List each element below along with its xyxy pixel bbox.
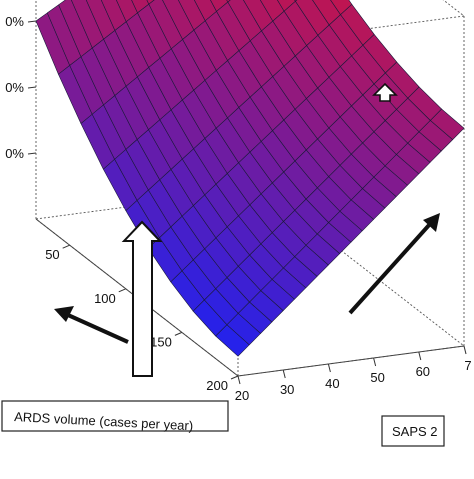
surface-cell — [330, 0, 353, 16]
surface-cell — [58, 0, 93, 58]
y-tick-label-4: 60 — [416, 364, 430, 379]
arrow-low-volume-head — [54, 306, 74, 322]
z-tick-mark-0 — [27, 152, 37, 155]
surface-cell — [148, 0, 183, 50]
x-tick-mark-1 — [118, 288, 126, 293]
x-tick-label-2: 150 — [150, 334, 172, 349]
x-axis-ticks: 50 100 150 200 — [45, 244, 239, 393]
y-axis-title: SAPS 2 — [392, 424, 438, 439]
surface-cell — [259, 0, 285, 22]
z-tick-mark-2 — [27, 20, 37, 23]
z-tick-label-0: 0% — [5, 146, 24, 161]
surface-cell — [294, 0, 298, 2]
surface-cell — [85, 0, 116, 40]
surface-cell — [100, 0, 127, 31]
surface-cell — [312, 0, 341, 26]
y-tick-mark-5 — [463, 345, 467, 355]
y-tick-label-0: 20 — [235, 388, 249, 403]
surface-cell — [226, 0, 231, 3]
x-tick-mark-3 — [230, 375, 239, 380]
surface-cell — [131, 0, 150, 14]
y-tick-label-2: 40 — [325, 376, 339, 391]
hollow-arrow-up-right — [372, 82, 398, 102]
surface-cell — [210, 0, 229, 12]
x-tick-label-3: 200 — [206, 378, 228, 393]
y-tick-mark-0 — [237, 375, 241, 385]
surface-cell — [71, 0, 104, 49]
surface-cell — [194, 0, 217, 22]
z-tick-label-1: 0% — [5, 80, 24, 95]
box-bottom-edge-2 — [261, 188, 465, 347]
arrow-low-volume-shaft — [67, 313, 129, 344]
surface-cell — [146, 0, 155, 5]
surface — [35, 0, 465, 357]
arrow-high-saps-head — [423, 213, 440, 232]
y-tick-label-3: 50 — [370, 370, 384, 385]
y-axis-title-frame — [381, 415, 445, 447]
surface-cell — [116, 0, 138, 23]
y-tick-label-1: 30 — [280, 382, 294, 397]
x-axis-title-box: ARDS volume (cases per year) — [1, 400, 229, 433]
surface-cell — [227, 0, 262, 42]
x-tick-mark-2 — [174, 331, 183, 336]
x-tick-label-1: 100 — [94, 291, 116, 306]
surface-cell — [295, 0, 330, 36]
surface-cell — [178, 0, 206, 31]
y-tick-mark-1 — [282, 369, 286, 379]
surface-cell — [243, 0, 274, 32]
z-tick-mark-1 — [27, 86, 37, 89]
x-tick-mark-0 — [62, 244, 70, 249]
y-tick-mark-2 — [327, 363, 331, 373]
y-axis-line — [237, 345, 465, 377]
y-tick-label-5: 7 — [464, 358, 471, 373]
y-tick-mark-4 — [418, 351, 422, 361]
hollow-arrow-up-left — [121, 220, 163, 377]
x-axis-title-frame — [1, 400, 229, 432]
y-tick-mark-3 — [373, 357, 377, 367]
y-axis-ticks: 20 30 40 50 60 7 — [235, 345, 472, 403]
arrow-high-saps-shaft — [348, 222, 432, 315]
y-axis-title-box: SAPS 2 — [381, 415, 445, 447]
x-tick-label-0: 50 — [45, 247, 59, 262]
z-tick-label-2: 0% — [5, 14, 24, 29]
surface-cell — [162, 0, 195, 40]
surface-cell — [277, 0, 296, 12]
annotation-arrows — [54, 82, 440, 377]
z-axis-ticks: 0%0%0%0%0% — [5, 14, 37, 161]
